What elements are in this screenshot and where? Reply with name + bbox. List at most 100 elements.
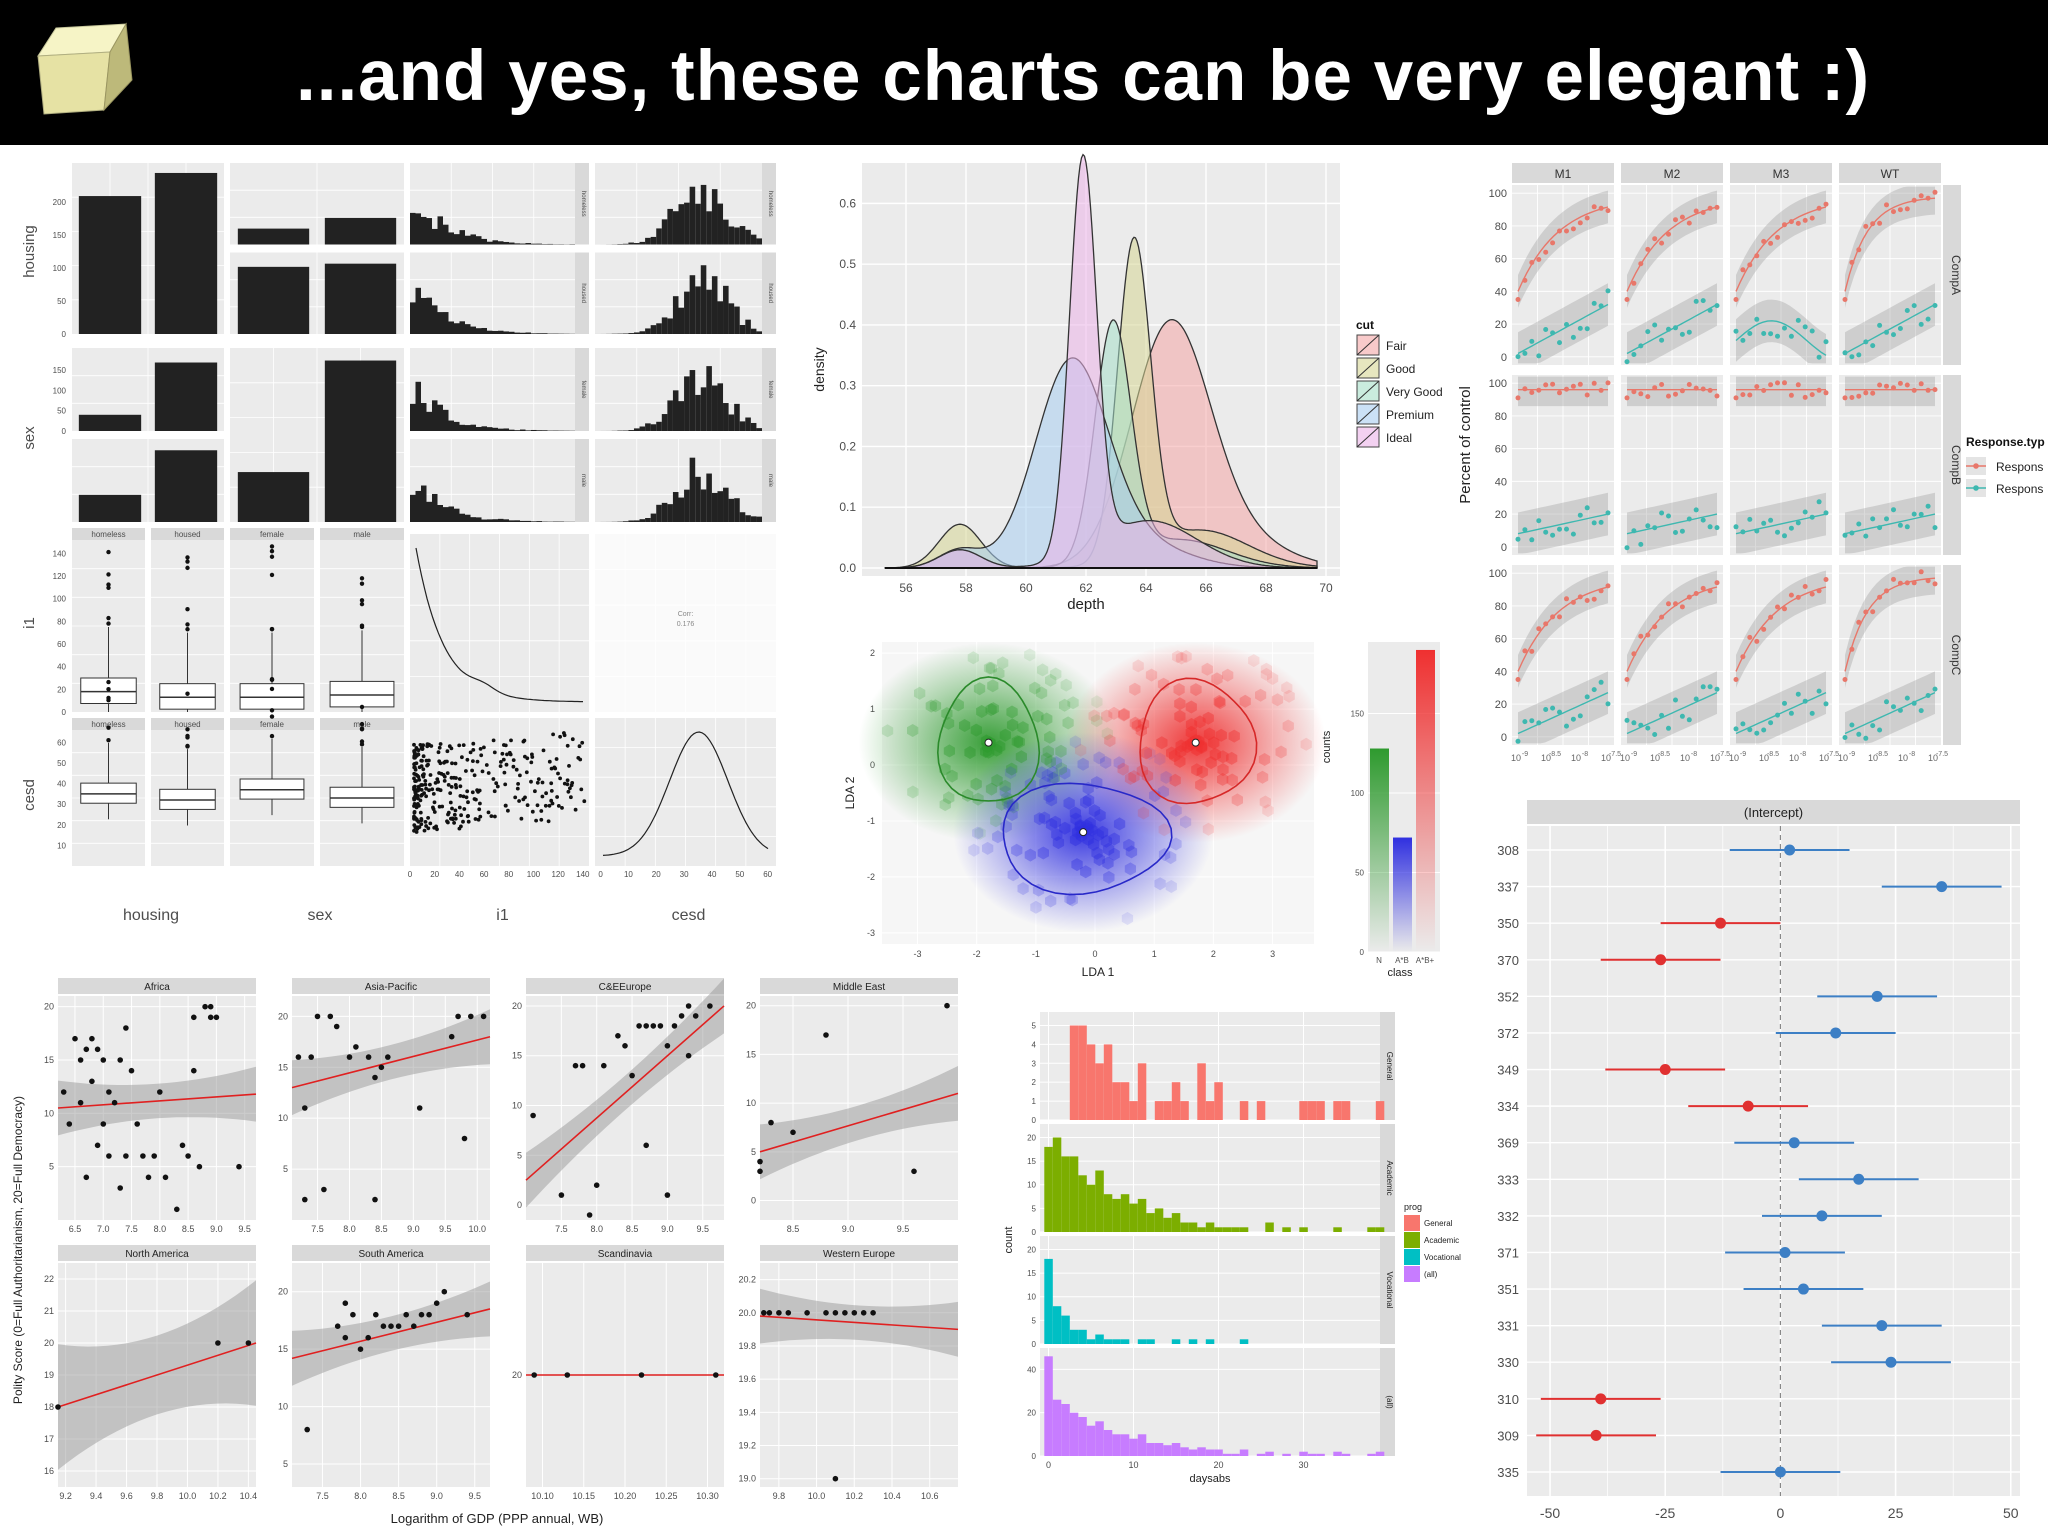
dose-point-a (1870, 390, 1876, 396)
scatter-point (484, 763, 489, 767)
lda-hex (972, 792, 984, 806)
hist-bar (426, 501, 432, 522)
days-bar (1103, 1194, 1113, 1232)
forest-row-label: 309 (1497, 1428, 1519, 1443)
pairs-ytick: 10 (57, 841, 66, 850)
polity-point (100, 1121, 107, 1127)
strip-right (1943, 375, 1961, 555)
hist-bar (531, 429, 537, 431)
dose-ribbon (1736, 570, 1826, 688)
dose-point-a (1823, 390, 1829, 396)
polity-xtick: 10.0 (468, 1224, 486, 1234)
lda-hex (1202, 822, 1214, 836)
strip-label: male (353, 530, 371, 539)
hist-bar (525, 243, 531, 245)
dose-ytick: 100 (1489, 188, 1507, 200)
polity-point (785, 1310, 792, 1316)
scatter-point (464, 769, 468, 773)
scatter-point (423, 779, 428, 783)
polity-point (94, 1046, 101, 1053)
strip-top (58, 978, 256, 994)
hist-bar (650, 513, 657, 522)
dose-point-b (1605, 510, 1611, 516)
dose-point-b (1849, 530, 1855, 536)
forest-estimate (1784, 844, 1796, 856)
polity-point (586, 1212, 593, 1218)
lda-hex (1091, 714, 1103, 728)
lda-hex (1066, 893, 1078, 907)
legend-swatch (1404, 1266, 1420, 1282)
strip-label: male (580, 474, 586, 488)
lda-legend-ytick: 0 (1360, 948, 1365, 957)
polity-point (664, 1043, 671, 1049)
polity-point (480, 1013, 487, 1020)
dose-point-b (1659, 510, 1665, 516)
polity-point (365, 1334, 372, 1341)
dose-point-b (1856, 352, 1862, 358)
hist-bar (739, 512, 746, 522)
hist-bar (536, 243, 542, 245)
polity-ytick: 15 (746, 1049, 756, 1059)
polity-point (657, 1023, 664, 1029)
polity-point (196, 1163, 203, 1170)
days-bar (1282, 1227, 1291, 1232)
days-bar (1069, 1025, 1079, 1120)
dose-point-a (1645, 246, 1651, 252)
lda-hex (1041, 712, 1053, 726)
scatter-point (491, 777, 496, 781)
dose-point-b (1918, 321, 1924, 327)
pairs-ytick: 60 (57, 640, 66, 649)
pairs-xtick: 10 (624, 870, 633, 879)
lda-hex (943, 791, 955, 805)
dose-point-a (1631, 389, 1637, 395)
box-outlier (269, 686, 275, 692)
days-bar (1112, 1434, 1121, 1456)
lda-contour (1139, 677, 1258, 805)
dose-point-a (1904, 580, 1910, 586)
dose-point-a (1624, 677, 1630, 682)
polity-ytick: 21 (44, 1306, 54, 1316)
lda-legend-ytick: 150 (1351, 710, 1365, 719)
scatter-point (449, 785, 454, 789)
strip-top (1512, 163, 1614, 183)
hist-bar (728, 498, 735, 522)
dose-point-b (1557, 526, 1562, 532)
dose-point-b (1714, 686, 1720, 692)
pairs-ytick: 100 (53, 386, 67, 395)
days-bar (1367, 1227, 1376, 1232)
polity-chart: Polity Score (0=Full Authoritarianism, 2… (11, 978, 959, 1526)
scatter-point (464, 795, 469, 800)
days-bar (1120, 1434, 1130, 1456)
lda-hex (1017, 721, 1029, 735)
lda-xtick: 3 (1270, 949, 1275, 959)
dose-point-b (1686, 516, 1692, 522)
hist-bar (437, 504, 443, 522)
days-bar (1095, 1334, 1104, 1344)
days-bar (1197, 1447, 1206, 1456)
forest-row-label: 310 (1497, 1392, 1519, 1407)
polity-point (378, 1064, 385, 1071)
dose-point-b (1522, 719, 1528, 725)
box-outlier (106, 572, 111, 577)
hist-bar (661, 317, 668, 334)
dose-point-a (1802, 584, 1808, 589)
dose-point-b (1775, 529, 1780, 535)
dose-point-b (1645, 523, 1651, 529)
hist-bar (628, 242, 634, 245)
dose-point-a (1700, 386, 1706, 392)
dose-point-b (1591, 687, 1597, 693)
dose-point-b (1584, 326, 1590, 332)
dose-ribbon (1736, 492, 1826, 554)
lda-hex (1213, 694, 1225, 708)
scatter-point (453, 816, 458, 821)
dose-ytick: 20 (1495, 509, 1507, 521)
scatter-point (427, 758, 431, 763)
pairs-ytick: 120 (53, 572, 67, 581)
scatter-point (503, 743, 508, 748)
hist-bar (487, 241, 493, 245)
pairs-xtick: 40 (455, 870, 464, 879)
hist-bar (542, 430, 548, 431)
days-ytick: 1 (1032, 1097, 1037, 1106)
pairs-ylabel-sex: sex (21, 426, 38, 450)
hist-bar (689, 457, 696, 522)
